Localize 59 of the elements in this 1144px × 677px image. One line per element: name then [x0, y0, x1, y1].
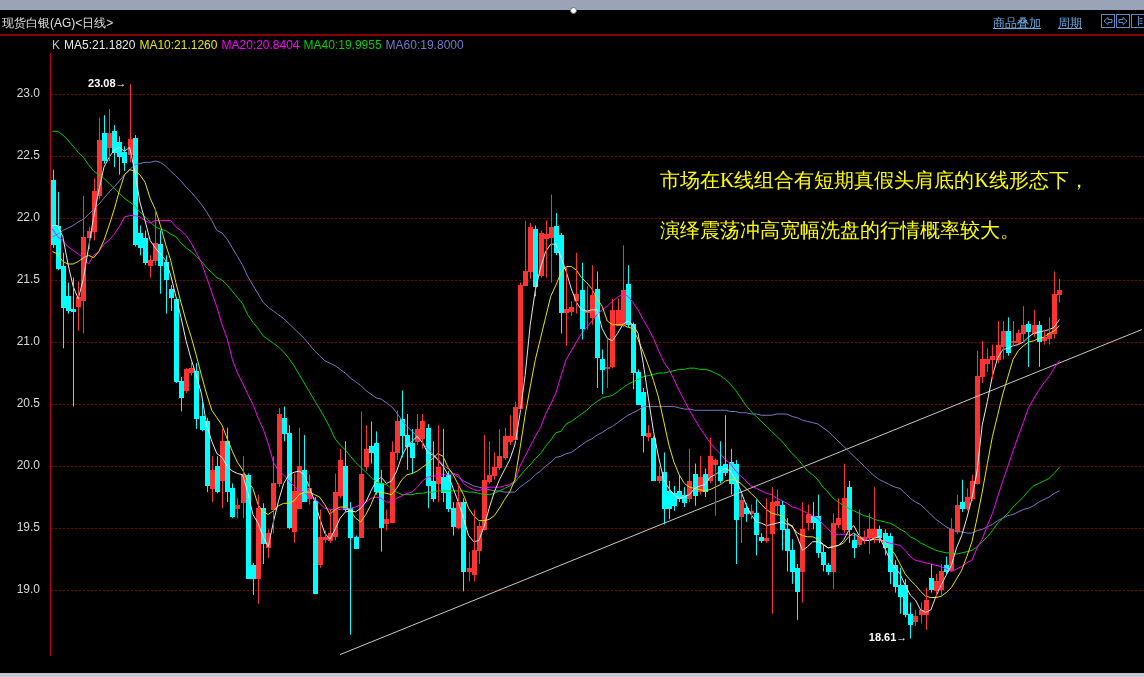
annotation: 18.61→: [868, 631, 908, 644]
text: 周期: [1058, 15, 1082, 32]
candlestick: [456, 482, 461, 530]
candlestick: [359, 411, 364, 538]
candlestick: [646, 424, 651, 442]
text: MA5:21.1820: [64, 38, 136, 52]
candlestick: [739, 492, 744, 544]
candlestick: [436, 424, 441, 503]
legend-title: K: [52, 38, 61, 52]
text: MA40:19.9955: [303, 38, 382, 52]
candlestick: [847, 480, 852, 544]
candlestick: [929, 563, 934, 594]
text: MA60:19.8000: [385, 38, 464, 52]
candlestick: [764, 497, 769, 544]
text: MA20:20.8404: [221, 38, 300, 52]
candlestick: [626, 264, 631, 328]
candlestick: [759, 532, 764, 544]
annotation: 市场在K线组合有短期真假头肩底的K线形态下，: [660, 168, 1089, 193]
candlestick: [364, 424, 369, 472]
annotation: 23.08→: [88, 77, 127, 90]
candlestick: [235, 497, 240, 519]
candlestick: [754, 499, 759, 556]
candlestick: [657, 465, 662, 484]
candlestick: [313, 496, 318, 594]
candlestick: [256, 494, 261, 605]
candlestick: [215, 455, 220, 494]
candlestick: [960, 479, 965, 513]
y-tick-label: 21.0: [16, 334, 41, 349]
candlestick: [600, 349, 605, 395]
candlestick: [1026, 320, 1031, 368]
candlestick: [580, 262, 585, 341]
y-tick-label: 22.0: [16, 210, 41, 225]
candlestick: [107, 108, 112, 162]
candlestick: [220, 428, 225, 509]
candlestick: [169, 284, 174, 312]
candlestick: [1006, 316, 1011, 357]
candlestick: [102, 114, 107, 165]
text: MA10:21.1260: [139, 38, 218, 52]
y-tick-label: 19.5: [16, 520, 41, 535]
y-tick-label: 23.0: [16, 86, 41, 101]
candlestick: [800, 501, 805, 603]
candlestick: [852, 532, 857, 559]
candlestick: [806, 504, 811, 532]
y-tick-label: 22.5: [16, 148, 41, 163]
y-tick-label: 20.5: [16, 396, 41, 411]
chart-title: 现货白银(AG)<日线>: [2, 15, 114, 32]
text: 商品叠加: [993, 15, 1041, 32]
candlestick: [913, 609, 918, 627]
candlestick: [533, 225, 538, 297]
candlestick: [651, 435, 656, 481]
candlestick: [605, 336, 610, 389]
candlestick: [210, 455, 215, 503]
y-tick-label: 21.5: [16, 272, 41, 287]
candlestick: [461, 497, 466, 592]
candlestick: [343, 440, 348, 513]
y-tick-label: 19.0: [16, 582, 41, 597]
annotation: 演绎震荡冲高宽幅洗盘的行情概率较大。: [660, 218, 1021, 243]
y-tick-label: 20.0: [16, 458, 41, 473]
candlestick: [826, 562, 831, 576]
